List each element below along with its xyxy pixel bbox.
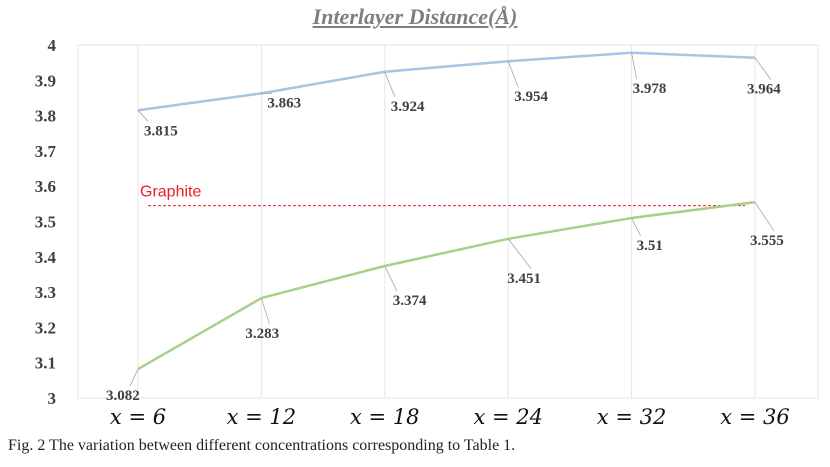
data-label-leader (631, 52, 637, 79)
data-label: 3.815 (144, 123, 178, 139)
data-label-leader (754, 57, 772, 80)
data-label: 3.978 (633, 81, 667, 97)
y-tick-label: 4 (48, 36, 57, 55)
x-tick-label: x = 18 (350, 405, 420, 429)
data-label-leader (507, 61, 519, 88)
data-label: 3.374 (393, 293, 427, 309)
x-tick-label: x = 36 (720, 405, 790, 429)
data-label: 3.082 (106, 388, 140, 404)
data-label: 3.283 (245, 326, 279, 342)
series-layer (137, 51, 756, 371)
reference-layer: Graphite (140, 184, 745, 207)
data-label: 3.964 (747, 82, 781, 98)
data-label-leader (631, 217, 641, 237)
y-tick-label: 3.4 (35, 248, 57, 267)
label-layer: 3.815 3.863 3.924 3.954 3.978 3.964 3.082 3.283… (106, 52, 784, 404)
data-label-leader (137, 110, 149, 122)
figure-caption: Fig. 2 The variation between different c… (8, 437, 516, 454)
chart-title: Interlayer Distance(Å) (312, 4, 518, 29)
x-tick-label: x = 24 (473, 405, 543, 429)
series-2-line (137, 200, 756, 371)
data-label: 3.924 (391, 99, 425, 115)
data-label-leader (261, 297, 270, 325)
y-tick-label: 3.9 (35, 71, 56, 90)
y-tick-label: 3 (48, 389, 57, 408)
data-label-leader (507, 238, 532, 270)
y-tick-label: 3.8 (35, 107, 56, 126)
series-1-line (137, 51, 756, 112)
y-tick-label: 3.2 (35, 318, 56, 337)
data-label: 3.863 (267, 95, 301, 111)
y-tick-label: 3.3 (35, 283, 56, 302)
axis-layer: 3 3.1 3.2 3.3 3.4 3.5 3.6 3.7 3.8 3.9 4 x = 6 x = 12… (35, 36, 790, 429)
x-tick-label: x = 12 (227, 405, 297, 429)
y-tick-label: 3.6 (35, 177, 56, 196)
data-label: 3.555 (750, 233, 784, 249)
y-tick-label: 3.7 (35, 142, 57, 161)
plot-frame (77, 44, 819, 399)
data-label: 3.954 (514, 89, 548, 105)
x-tick-label: x = 6 (110, 405, 166, 429)
x-tick-label: x = 32 (597, 405, 667, 429)
y-tick-label: 3.5 (35, 213, 56, 232)
data-label-leader (384, 265, 398, 292)
data-label-leader (384, 71, 396, 97)
reference-line-label: Graphite (140, 184, 201, 201)
data-label-leader (129, 368, 139, 387)
data-label-leader (754, 201, 775, 232)
data-label: 3.451 (507, 271, 541, 287)
data-label: 3.51 (637, 238, 663, 254)
y-tick-label: 3.1 (35, 354, 56, 373)
grid-layer (77, 44, 819, 399)
